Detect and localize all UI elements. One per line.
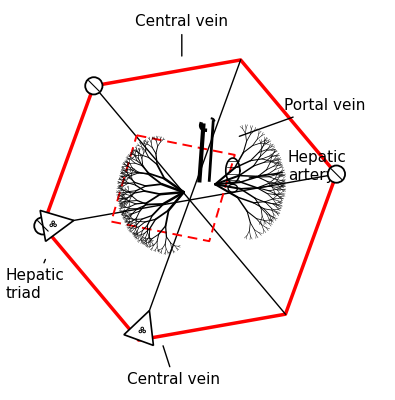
Circle shape — [139, 330, 142, 333]
Polygon shape — [40, 210, 74, 241]
Polygon shape — [124, 310, 153, 346]
Circle shape — [52, 221, 55, 224]
Circle shape — [50, 224, 53, 226]
Text: Hepatic
artery: Hepatic artery — [249, 150, 346, 183]
Circle shape — [54, 224, 56, 226]
Text: Central vein: Central vein — [135, 14, 228, 56]
Text: Hepatic
triad: Hepatic triad — [5, 260, 64, 300]
Circle shape — [141, 327, 143, 330]
Circle shape — [328, 166, 345, 183]
Text: Portal vein: Portal vein — [239, 98, 365, 136]
Circle shape — [34, 217, 51, 234]
Text: Central vein: Central vein — [128, 346, 220, 387]
Circle shape — [85, 77, 102, 94]
Circle shape — [143, 330, 145, 333]
